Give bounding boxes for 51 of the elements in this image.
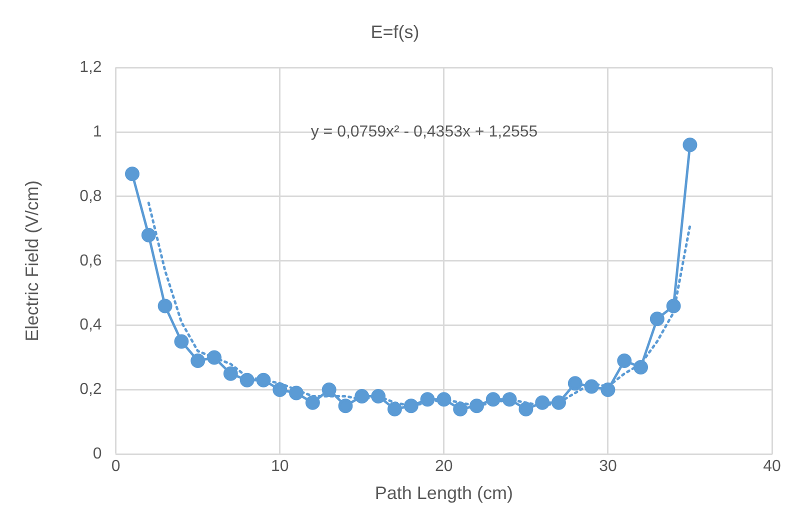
point bbox=[158, 298, 172, 314]
point bbox=[518, 402, 534, 416]
point bbox=[305, 395, 320, 410]
point bbox=[322, 382, 336, 398]
point bbox=[682, 138, 698, 152]
y-tick-label: 0 bbox=[92, 446, 102, 463]
point bbox=[469, 398, 484, 414]
point bbox=[404, 398, 418, 414]
point bbox=[354, 388, 370, 404]
point bbox=[486, 392, 500, 407]
x-tick-label: 30 bbox=[599, 458, 617, 476]
point bbox=[190, 354, 206, 368]
point bbox=[223, 366, 238, 381]
point bbox=[338, 398, 353, 414]
x-tick-label: 40 bbox=[763, 458, 781, 476]
annotation: y = 0,0759x² - 0,4353x + 1,2555 bbox=[310, 123, 538, 140]
x-axis-title: Path Length (cm) bbox=[374, 483, 513, 504]
point bbox=[141, 228, 156, 242]
point bbox=[666, 298, 681, 314]
point bbox=[207, 350, 222, 365]
point bbox=[240, 372, 254, 388]
y-tick-label: 1,2 bbox=[80, 59, 102, 76]
x-tick-label: 0 bbox=[111, 458, 120, 476]
y-tick-label: 1 bbox=[92, 123, 102, 140]
point bbox=[174, 334, 189, 349]
chart-title: E=f(s) bbox=[370, 22, 420, 42]
point bbox=[387, 402, 402, 416]
point bbox=[272, 382, 288, 398]
point bbox=[600, 382, 616, 398]
point bbox=[634, 360, 648, 374]
y-tick-label: 0,2 bbox=[80, 381, 102, 398]
x-tick-label: 10 bbox=[270, 458, 289, 476]
point bbox=[371, 388, 386, 404]
y-axis-title: Electric Field (V/cm) bbox=[22, 180, 42, 342]
x-tick-label: 20 bbox=[435, 458, 453, 476]
point bbox=[420, 392, 435, 407]
point bbox=[124, 166, 140, 182]
point bbox=[502, 392, 517, 407]
point bbox=[584, 379, 599, 394]
point bbox=[568, 376, 582, 391]
point bbox=[256, 372, 271, 388]
point bbox=[289, 386, 304, 400]
point bbox=[436, 392, 452, 407]
point bbox=[617, 354, 632, 368]
y-tick-label: 0,6 bbox=[80, 252, 102, 270]
y-tick-label: 0,8 bbox=[80, 188, 102, 205]
point bbox=[453, 402, 468, 416]
point bbox=[535, 395, 550, 410]
point bbox=[552, 395, 566, 410]
y-tick-label: 0,4 bbox=[80, 316, 102, 334]
point bbox=[650, 312, 664, 326]
